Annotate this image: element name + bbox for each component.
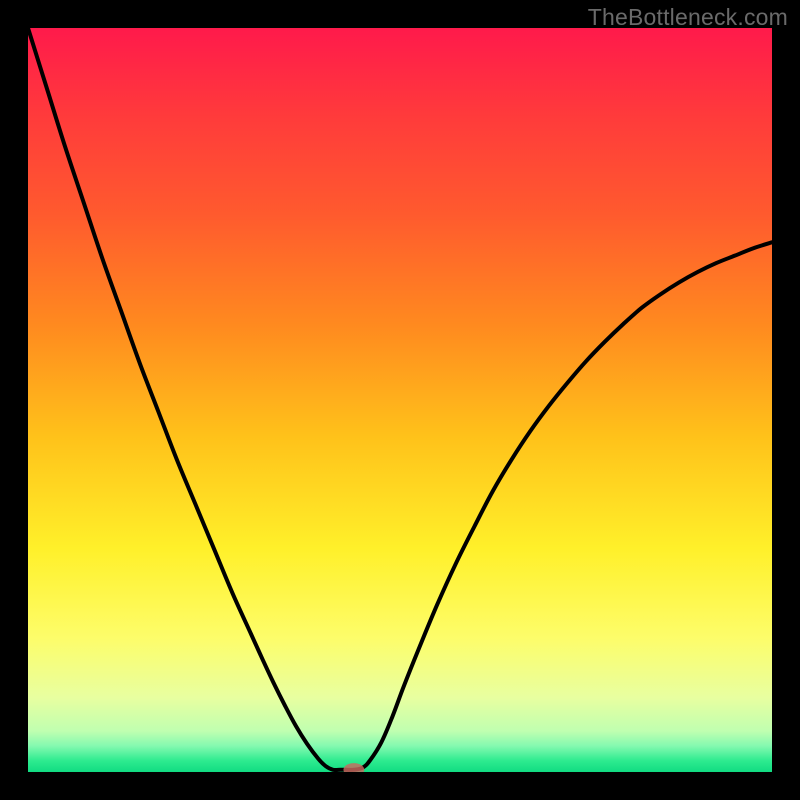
watermark-text: TheBottleneck.com: [588, 4, 788, 31]
chart-background: [28, 28, 772, 772]
chart-svg: [28, 28, 772, 772]
bottleneck-chart: [28, 28, 772, 772]
outer-frame: TheBottleneck.com: [0, 0, 800, 800]
